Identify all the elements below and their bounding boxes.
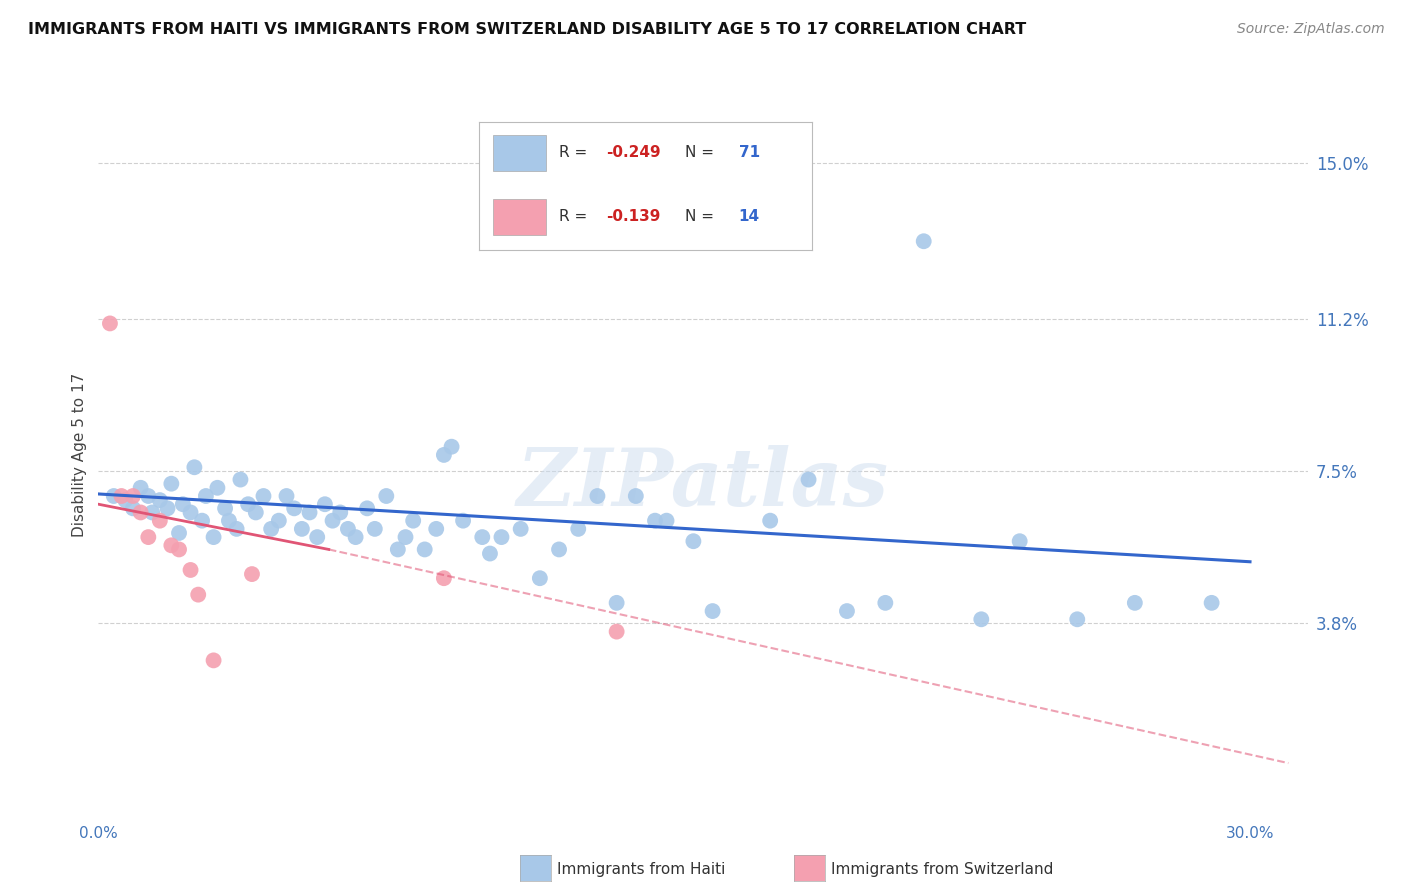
Point <box>245 505 267 519</box>
Point <box>387 542 409 557</box>
Point <box>149 493 172 508</box>
Point <box>1066 612 1088 626</box>
Point <box>394 530 416 544</box>
Point <box>471 530 494 544</box>
Point <box>314 497 336 511</box>
Point <box>624 489 647 503</box>
Point <box>114 493 136 508</box>
Point <box>655 514 678 528</box>
Point <box>336 522 359 536</box>
Point <box>835 604 858 618</box>
Point <box>1123 596 1146 610</box>
Point <box>167 542 190 557</box>
Point <box>307 530 329 544</box>
Point <box>912 234 935 248</box>
Point <box>194 489 217 503</box>
Point <box>1201 596 1223 610</box>
Point <box>180 505 202 519</box>
Point <box>759 514 782 528</box>
Point <box>1008 534 1031 549</box>
Point <box>129 481 152 495</box>
Point <box>283 501 305 516</box>
Point <box>191 514 214 528</box>
Point <box>160 476 183 491</box>
Point <box>433 448 456 462</box>
Point <box>103 489 125 503</box>
Text: IMMIGRANTS FROM HAITI VS IMMIGRANTS FROM SWITZERLAND DISABILITY AGE 5 TO 17 CORR: IMMIGRANTS FROM HAITI VS IMMIGRANTS FROM… <box>28 22 1026 37</box>
Point <box>236 497 259 511</box>
Point <box>344 530 367 544</box>
Point <box>260 522 283 536</box>
Point <box>433 571 456 585</box>
Text: Source: ZipAtlas.com: Source: ZipAtlas.com <box>1237 22 1385 37</box>
Point <box>413 542 436 557</box>
Point <box>586 489 609 503</box>
Text: ZIPatlas: ZIPatlas <box>517 445 889 523</box>
Point <box>797 473 820 487</box>
Point <box>149 514 172 528</box>
Point <box>202 653 225 667</box>
Point <box>425 522 447 536</box>
Point <box>548 542 571 557</box>
Point <box>252 489 274 503</box>
Point <box>172 497 194 511</box>
Point <box>702 604 724 618</box>
Point <box>970 612 993 626</box>
Point <box>214 501 236 516</box>
Point <box>122 501 145 516</box>
Point <box>136 489 159 503</box>
Point <box>682 534 704 549</box>
Point <box>202 530 225 544</box>
Point <box>375 489 398 503</box>
Point <box>187 588 209 602</box>
Text: Immigrants from Switzerland: Immigrants from Switzerland <box>831 863 1053 877</box>
Point <box>110 489 132 503</box>
Point <box>218 514 240 528</box>
Point <box>141 505 163 519</box>
Point <box>298 505 321 519</box>
Point <box>291 522 314 536</box>
Point <box>402 514 425 528</box>
Point <box>225 522 247 536</box>
Y-axis label: Disability Age 5 to 17: Disability Age 5 to 17 <box>72 373 87 537</box>
Point <box>606 624 628 639</box>
Point <box>491 530 513 544</box>
Point <box>122 489 145 503</box>
Point <box>156 501 179 516</box>
Point <box>276 489 298 503</box>
Point <box>451 514 474 528</box>
Point <box>160 538 183 552</box>
Point <box>229 473 252 487</box>
Point <box>129 505 152 519</box>
Text: Immigrants from Haiti: Immigrants from Haiti <box>557 863 725 877</box>
Point <box>875 596 897 610</box>
Point <box>240 567 263 582</box>
Point <box>136 530 159 544</box>
Point <box>440 440 463 454</box>
Point <box>322 514 344 528</box>
Point <box>180 563 202 577</box>
Point <box>329 505 352 519</box>
Point <box>267 514 290 528</box>
Point <box>356 501 378 516</box>
Point <box>183 460 205 475</box>
Point <box>98 317 121 331</box>
Point <box>509 522 531 536</box>
Point <box>207 481 229 495</box>
Point <box>529 571 551 585</box>
Point <box>567 522 589 536</box>
Point <box>167 526 190 541</box>
Point <box>364 522 387 536</box>
Point <box>478 547 501 561</box>
Point <box>644 514 666 528</box>
Point <box>606 596 628 610</box>
